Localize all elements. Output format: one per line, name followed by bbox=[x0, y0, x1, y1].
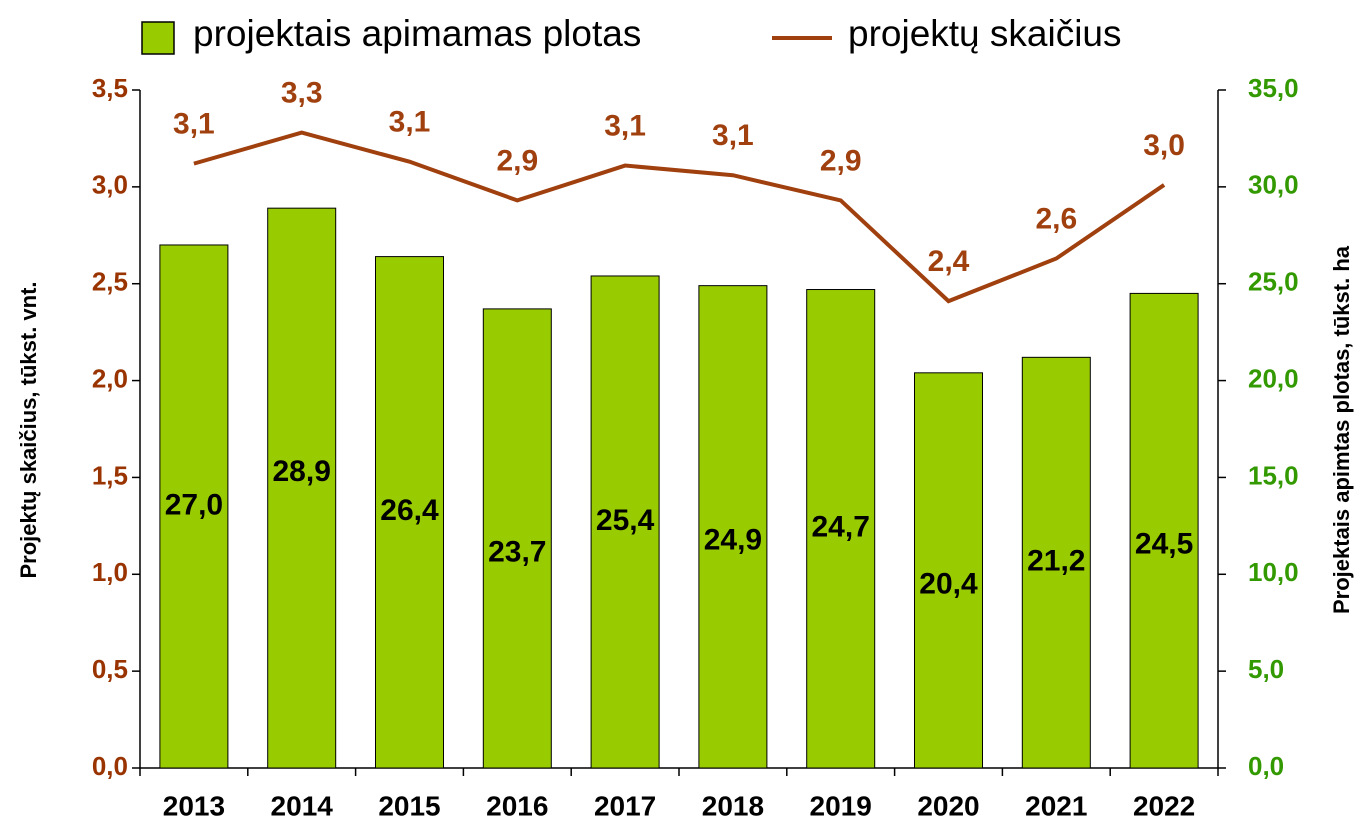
y2-tick-label: 10,0 bbox=[1248, 557, 1299, 587]
line bbox=[193, 130, 1166, 304]
y-tick-label: 0,0 bbox=[92, 751, 128, 781]
bar-value-label: 27,0 bbox=[165, 488, 223, 521]
line-value-label: 3,1 bbox=[389, 106, 431, 139]
x-tick-label: 2019 bbox=[810, 790, 872, 821]
y2-tick-label: 35,0 bbox=[1248, 73, 1299, 103]
line-value-label: 3,1 bbox=[173, 108, 215, 141]
bar bbox=[482, 308, 552, 769]
bar-value-label: 26,4 bbox=[380, 494, 439, 527]
bar bbox=[806, 289, 876, 769]
bar-value-label: 21,2 bbox=[1027, 545, 1085, 578]
legend-swatch bbox=[141, 21, 175, 55]
y-tick-label: 3,5 bbox=[92, 73, 128, 103]
y2-tick-label: 0,0 bbox=[1248, 751, 1284, 781]
y-tick-label: 3,0 bbox=[92, 170, 128, 200]
y-tick-label: 2,0 bbox=[92, 363, 128, 393]
x-tick-label: 2018 bbox=[702, 790, 764, 821]
bar bbox=[1021, 356, 1091, 769]
bar bbox=[267, 207, 337, 769]
line-value-label: 2,4 bbox=[928, 245, 970, 278]
line-value-label: 3,1 bbox=[604, 109, 646, 142]
y2-tick-label: 30,0 bbox=[1248, 170, 1299, 200]
y2-tick-label: 25,0 bbox=[1248, 267, 1299, 297]
x-tick-label: 2020 bbox=[917, 790, 979, 821]
y-tick-label: 1,0 bbox=[92, 557, 128, 587]
y2-tick-label: 20,0 bbox=[1248, 363, 1299, 393]
bar bbox=[1129, 292, 1199, 769]
x-tick-label: 2017 bbox=[594, 790, 656, 821]
bar-value-label: 28,9 bbox=[273, 455, 331, 488]
y-tick-label: 0,5 bbox=[92, 654, 128, 684]
line-value-label: 3,0 bbox=[1143, 129, 1185, 162]
x-tick-label: 2015 bbox=[378, 790, 440, 821]
bar bbox=[375, 256, 444, 769]
x-tick-label: 2014 bbox=[271, 790, 334, 821]
x-tick-label: 2021 bbox=[1025, 790, 1087, 821]
x-tick-label: 2022 bbox=[1133, 790, 1195, 821]
y2-tick-label: 15,0 bbox=[1248, 460, 1299, 490]
bar bbox=[159, 244, 229, 769]
y2-tick-label: 5,0 bbox=[1248, 654, 1284, 684]
x-tick-label: 2013 bbox=[163, 790, 225, 821]
bar bbox=[698, 285, 768, 769]
y2-axis-title: Projektais apimtas plotas, tūkst. ha bbox=[1329, 245, 1354, 614]
line-value-label: 3,3 bbox=[281, 77, 323, 110]
legend-label: projektais apimamas plotas bbox=[193, 13, 641, 54]
legend-label: projektų skaičius bbox=[848, 13, 1122, 54]
y-tick-label: 1,5 bbox=[92, 460, 128, 490]
bar-value-label: 24,7 bbox=[812, 511, 870, 544]
line-value-label: 2,9 bbox=[820, 144, 862, 177]
bar bbox=[590, 275, 660, 769]
y-axis-title: Projektų skaičius, tūkst. vnt. bbox=[16, 281, 41, 578]
line-value-label: 2,9 bbox=[496, 144, 538, 177]
bar-value-label: 20,4 bbox=[919, 567, 978, 600]
line-value-label: 2,6 bbox=[1035, 202, 1077, 235]
y-tick-label: 2,5 bbox=[92, 267, 128, 297]
bar-value-label: 24,9 bbox=[704, 524, 762, 557]
line-value-label: 3,1 bbox=[712, 119, 754, 152]
x-tick-label: 2016 bbox=[486, 790, 548, 821]
bar-value-label: 23,7 bbox=[488, 535, 546, 568]
bar bbox=[914, 372, 983, 769]
bar-value-label: 25,4 bbox=[596, 504, 655, 537]
bar-value-label: 24,5 bbox=[1135, 528, 1193, 561]
